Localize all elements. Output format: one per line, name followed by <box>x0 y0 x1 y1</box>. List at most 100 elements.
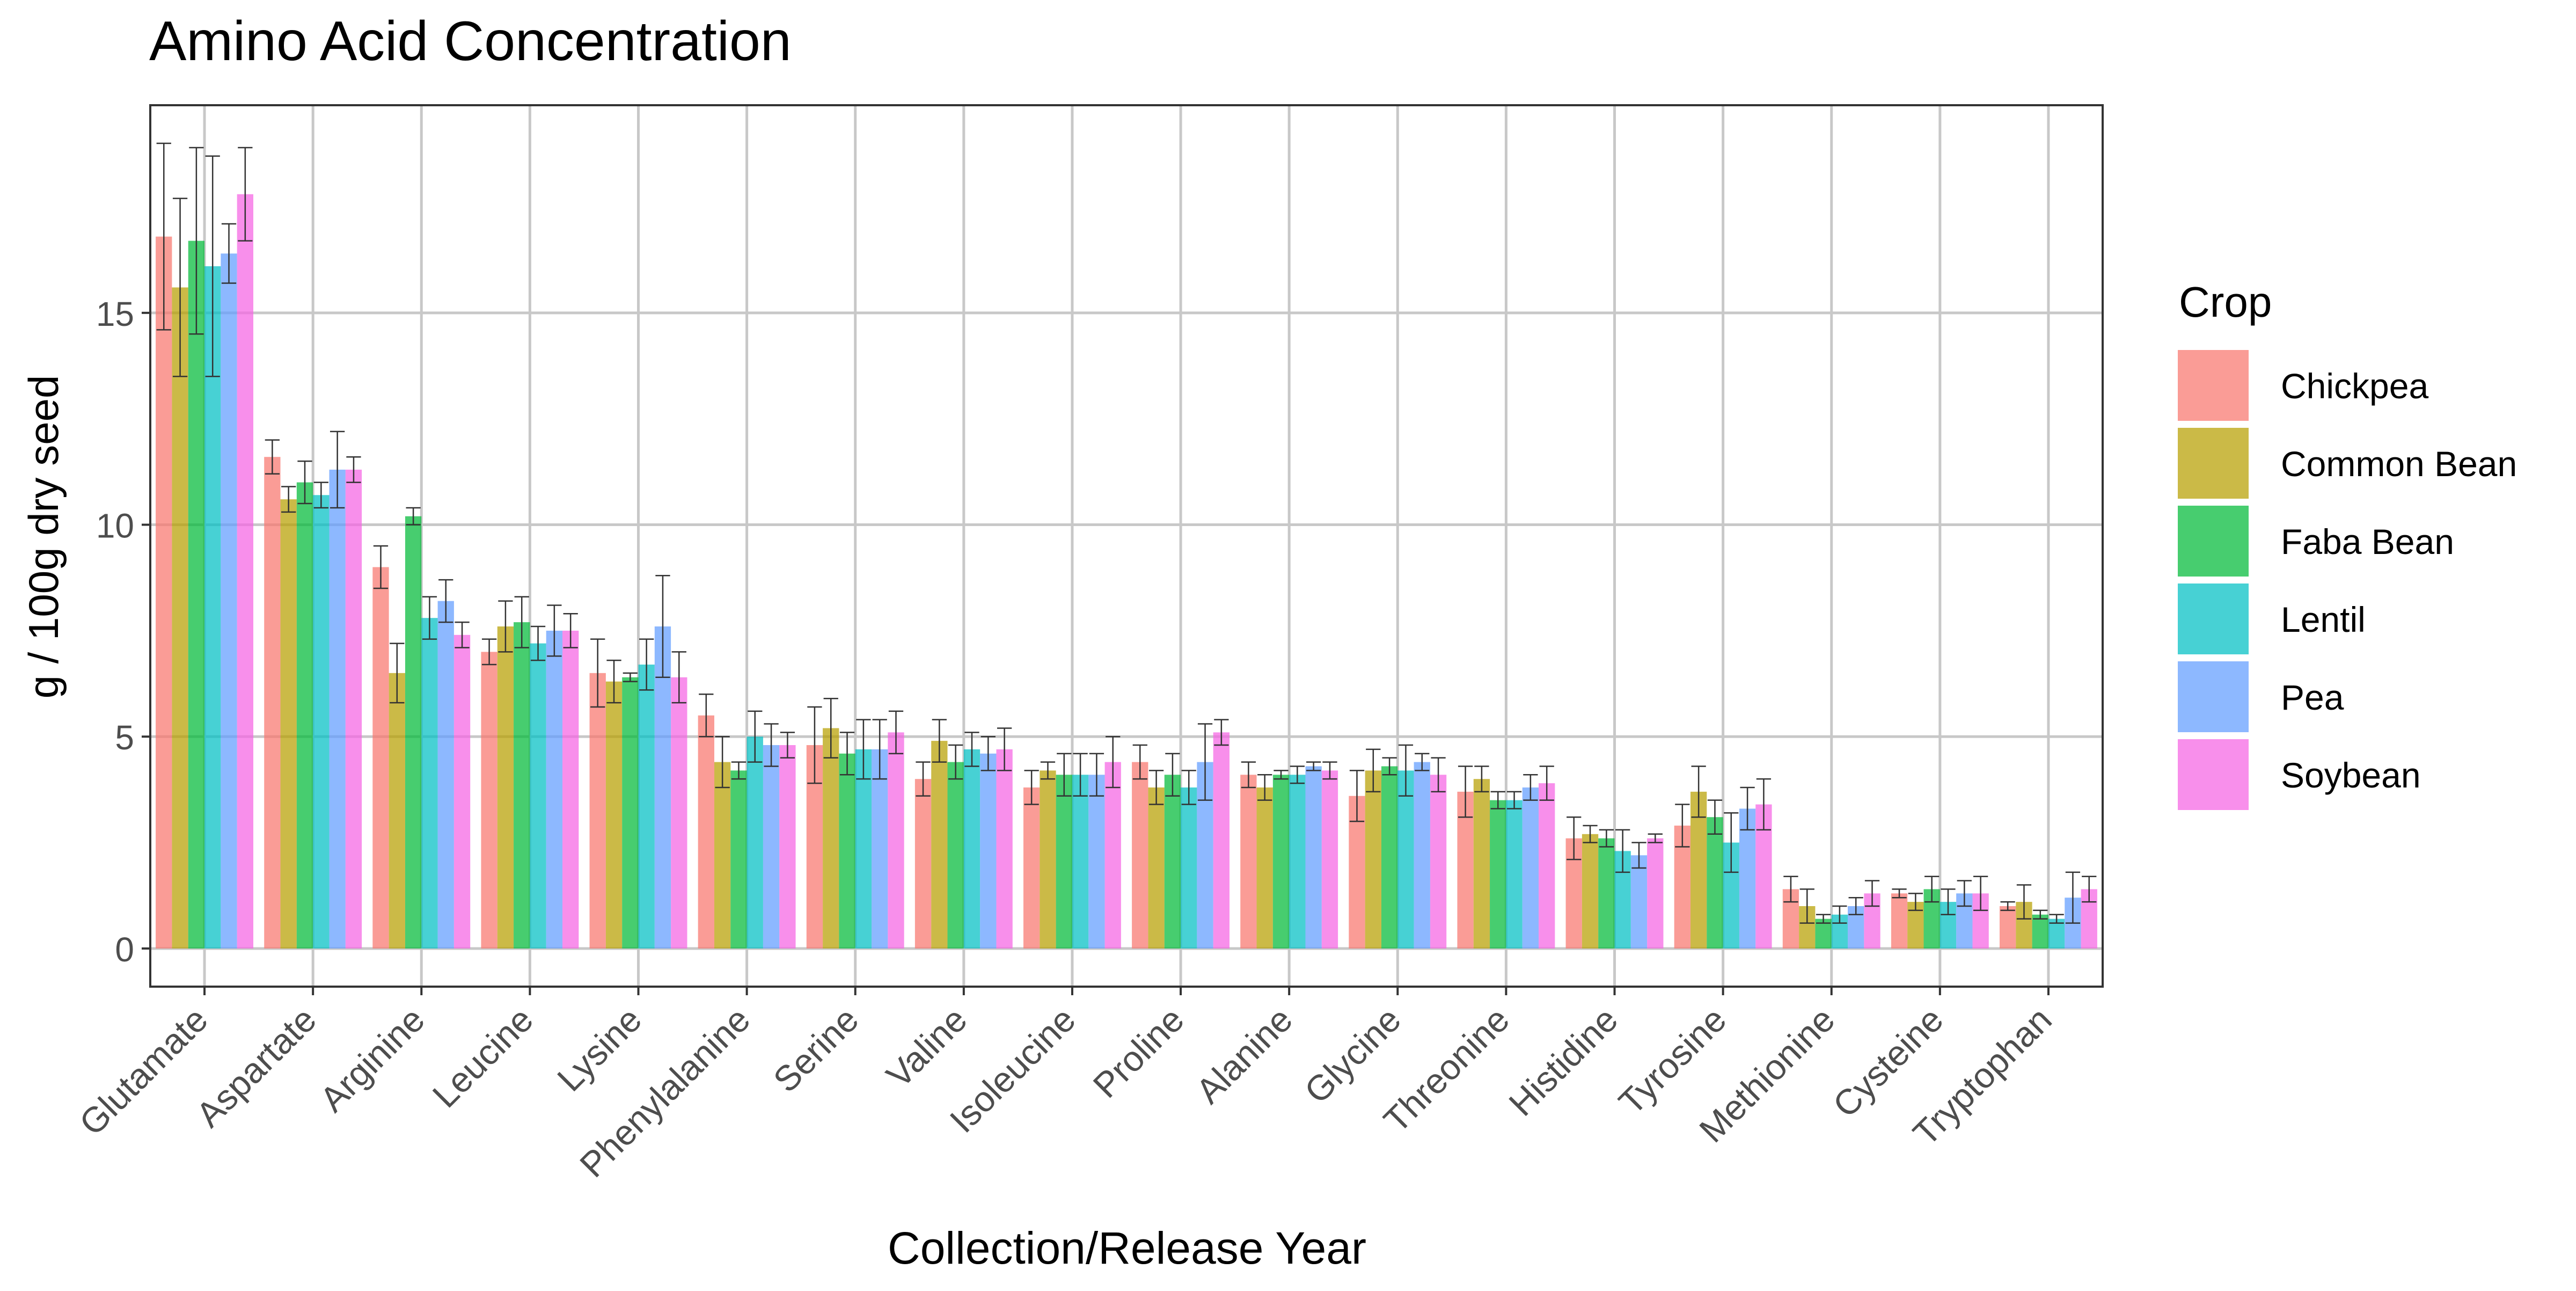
x-axis-label: Collection/Release Year <box>888 1223 1366 1273</box>
bar <box>1023 787 1040 949</box>
bar <box>1647 838 1664 949</box>
bar <box>2048 918 2065 949</box>
bar <box>1321 770 1338 949</box>
bar <box>1457 791 1474 949</box>
bar <box>1365 770 1381 949</box>
y-tick-label: 5 <box>115 718 134 757</box>
bars <box>156 194 2097 949</box>
bar <box>763 745 780 949</box>
bar <box>562 630 579 949</box>
legend: Chickpea Common Bean Faba Bean Lentil Pea Soy… <box>2178 350 2517 810</box>
bar <box>204 266 221 949</box>
bar <box>1148 787 1165 949</box>
bar <box>188 240 205 949</box>
bar <box>437 601 454 949</box>
bar <box>914 779 932 949</box>
bar <box>1104 762 1121 949</box>
bar <box>963 749 980 949</box>
legend-swatch <box>2178 739 2249 810</box>
bar <box>1598 838 1615 949</box>
bar <box>156 236 172 949</box>
bar <box>671 677 687 949</box>
bar <box>996 749 1013 949</box>
y-tick-label: 10 <box>96 507 134 545</box>
bar <box>730 770 747 949</box>
x-tick-label: Valine <box>879 1000 975 1096</box>
bar <box>280 499 297 949</box>
bar <box>1132 762 1148 949</box>
x-tick-label: Aspartate <box>188 1000 324 1135</box>
bar <box>1056 775 1072 949</box>
bar <box>453 634 471 949</box>
x-tick-label: Lysine <box>550 1000 649 1099</box>
y-axis-label: g / 100g dry seed <box>20 375 67 699</box>
bar <box>1707 817 1723 949</box>
bar <box>221 253 237 949</box>
bar <box>823 728 839 949</box>
bar <box>1397 770 1414 949</box>
bar <box>779 745 796 949</box>
bar <box>1381 766 1398 949</box>
legend-swatch <box>2178 506 2249 577</box>
bar <box>372 567 389 949</box>
legend-item-label: Common Bean <box>2281 444 2517 484</box>
bar <box>1473 779 1490 949</box>
bar <box>1891 893 1908 949</box>
x-tick-label: Alanine <box>1188 1000 1300 1111</box>
bar <box>888 732 904 949</box>
bar <box>1582 834 1599 949</box>
bar <box>855 749 872 949</box>
bar <box>481 652 497 949</box>
bar <box>1539 783 1555 949</box>
bar <box>405 516 422 949</box>
bar <box>1430 775 1447 949</box>
bar <box>1490 800 1506 949</box>
bar <box>1414 762 1430 949</box>
x-tick-label: Leucine <box>425 1000 540 1115</box>
bar <box>530 643 546 949</box>
bar <box>1522 787 1539 949</box>
bar <box>605 681 623 949</box>
bar <box>714 762 731 949</box>
bar <box>747 736 763 949</box>
legend-item-label: Faba Bean <box>2281 522 2454 561</box>
bar <box>1305 766 1322 949</box>
bar <box>1072 775 1089 949</box>
bar <box>497 626 514 949</box>
bar <box>1999 906 2016 949</box>
bar <box>1164 775 1181 949</box>
bar <box>589 673 606 949</box>
legend-item-label: Lentil <box>2281 600 2366 639</box>
bar <box>872 749 888 949</box>
x-tick-label: Glutamate <box>71 1000 215 1143</box>
bar <box>1630 855 1648 949</box>
chart-title: Amino Acid Concentration <box>149 10 792 72</box>
legend-title: Crop <box>2179 278 2272 326</box>
bar <box>1272 775 1290 949</box>
bar <box>514 622 530 949</box>
bar <box>421 618 438 949</box>
bar <box>329 469 346 949</box>
bar <box>1690 791 1707 949</box>
bar <box>622 677 639 949</box>
legend-swatch <box>2178 583 2249 654</box>
bar <box>172 287 188 949</box>
x-tick-label: Serine <box>765 1000 866 1100</box>
y-tick-label: 0 <box>115 930 134 969</box>
bar <box>1240 775 1257 949</box>
bar <box>698 715 714 949</box>
legend-item-label: Soybean <box>2281 755 2421 795</box>
legend-swatch <box>2178 350 2249 421</box>
bar <box>2032 914 2048 949</box>
bar <box>296 482 313 949</box>
bar <box>345 469 362 949</box>
bar <box>1506 800 1523 949</box>
x-tick-label: Histidine <box>1501 1000 1625 1124</box>
bar <box>264 457 281 949</box>
legend-item-label: Pea <box>2281 677 2344 717</box>
y-tick-label: 15 <box>96 295 134 333</box>
bar <box>1815 918 1832 949</box>
